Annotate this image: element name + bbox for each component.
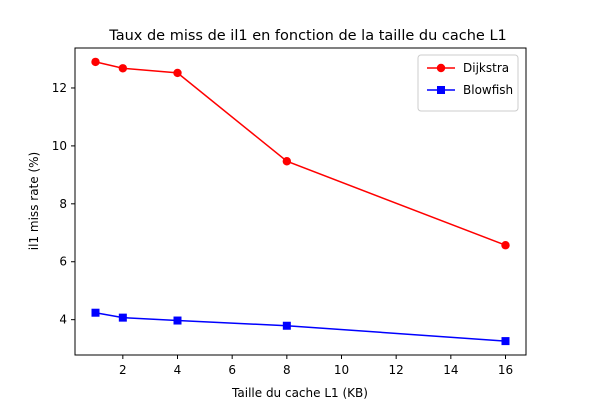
y-axis-label: il1 miss rate (%) <box>27 152 41 250</box>
legend: Dijkstra Blowfish <box>417 54 519 112</box>
x-axis-label: Taille du cache L1 (KB) <box>231 386 368 400</box>
x-tick-label: 16 <box>498 363 513 377</box>
y-tick-label: 6 <box>59 255 67 269</box>
axes-frame <box>74 47 527 356</box>
legend-label-blowfish: Blowfish <box>463 83 513 97</box>
x-tick-label: 14 <box>443 363 458 377</box>
data-point-blowfish <box>501 337 510 346</box>
data-point-blowfish <box>91 308 100 317</box>
data-point-dijkstra <box>91 57 100 67</box>
data-point-dijkstra <box>173 68 182 78</box>
data-point-blowfish <box>282 321 291 330</box>
data-point-dijkstra <box>501 241 510 250</box>
x-tick-label: 6 <box>228 363 236 377</box>
data-point-blowfish <box>173 316 182 325</box>
x-tick-label: 12 <box>389 363 404 377</box>
y-tick-label: 4 <box>59 313 67 327</box>
x-axis: 2 4 6 8 10 12 14 16 <box>119 355 513 377</box>
y-tick-label: 12 <box>52 81 67 95</box>
x-tick-label: 2 <box>119 363 127 377</box>
y-tick-label: 8 <box>59 197 67 211</box>
data-point-blowfish <box>118 313 127 322</box>
x-tick-label: 10 <box>334 363 349 377</box>
y-axis: 4 6 8 10 12 <box>52 81 75 327</box>
data-point-dijkstra <box>118 64 128 73</box>
series-line-blowfish <box>95 311 506 342</box>
data-point-dijkstra <box>282 157 292 166</box>
y-tick-label: 10 <box>52 139 67 153</box>
legend-marker-blowfish <box>437 86 445 94</box>
legend-marker-dijkstra <box>436 63 446 73</box>
x-tick-label: 4 <box>174 363 182 377</box>
legend-label-dijkstra: Dijkstra <box>463 61 509 75</box>
chart-title: Taux de miss de il1 en fonction de la ta… <box>108 28 507 44</box>
plot-area <box>91 57 510 346</box>
x-tick-label: 8 <box>283 363 291 377</box>
